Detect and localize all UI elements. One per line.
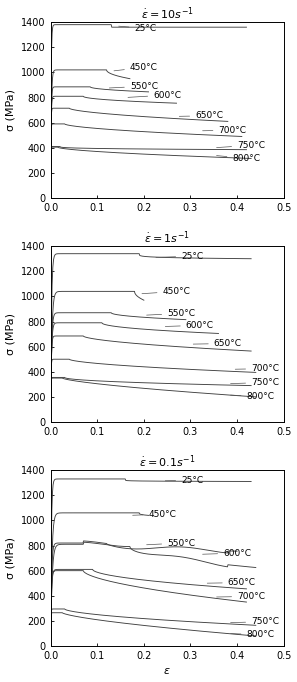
Text: 650°C: 650°C xyxy=(207,578,256,587)
X-axis label: $\varepsilon$: $\varepsilon$ xyxy=(163,666,171,677)
Text: 750°C: 750°C xyxy=(217,140,265,150)
Text: 750°C: 750°C xyxy=(230,378,279,387)
Text: 25°C: 25°C xyxy=(165,476,203,485)
Text: 25°C: 25°C xyxy=(156,252,203,261)
Text: 450°C: 450°C xyxy=(142,287,190,296)
Y-axis label: σ (MPa): σ (MPa) xyxy=(6,537,15,579)
Y-axis label: σ (MPa): σ (MPa) xyxy=(6,89,15,131)
Text: 600°C: 600°C xyxy=(165,321,214,330)
Text: 550°C: 550°C xyxy=(109,82,158,91)
Text: 700°C: 700°C xyxy=(235,364,279,373)
Text: 650°C: 650°C xyxy=(179,111,223,120)
Text: 25°C: 25°C xyxy=(119,24,157,33)
Text: 700°C: 700°C xyxy=(203,125,247,134)
Text: 550°C: 550°C xyxy=(147,539,195,548)
Text: 800°C: 800°C xyxy=(230,630,274,639)
Y-axis label: σ (MPa): σ (MPa) xyxy=(6,313,15,355)
Title: $\dot{\varepsilon} = 0.1s^{-1}$: $\dot{\varepsilon} = 0.1s^{-1}$ xyxy=(139,454,195,470)
Text: 550°C: 550°C xyxy=(147,309,195,318)
Title: $\dot{\varepsilon} = 10s^{-1}$: $\dot{\varepsilon} = 10s^{-1}$ xyxy=(141,5,194,22)
Text: 450°C: 450°C xyxy=(114,63,158,72)
Text: 600°C: 600°C xyxy=(203,548,251,558)
Text: 700°C: 700°C xyxy=(217,592,265,601)
Text: 750°C: 750°C xyxy=(230,617,279,626)
Text: 650°C: 650°C xyxy=(193,339,242,348)
Text: 800°C: 800°C xyxy=(230,391,274,401)
Title: $\dot{\varepsilon} = 1s^{-1}$: $\dot{\varepsilon} = 1s^{-1}$ xyxy=(144,230,190,246)
Text: 450°C: 450°C xyxy=(133,509,176,518)
Text: 800°C: 800°C xyxy=(217,154,260,163)
Text: 600°C: 600°C xyxy=(128,91,181,100)
